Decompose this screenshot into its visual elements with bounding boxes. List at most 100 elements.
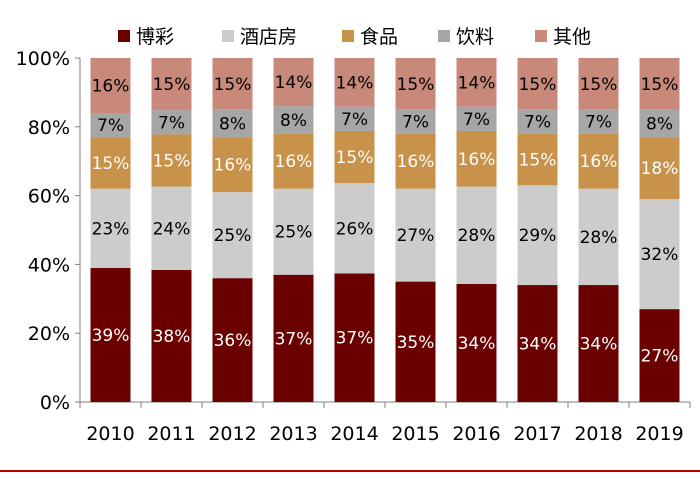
bar-segment <box>639 199 680 310</box>
data-label: 15% <box>214 75 252 95</box>
x-tick-label: 2019 <box>635 423 683 445</box>
data-label: 15% <box>153 152 191 172</box>
bar-segment <box>334 106 375 131</box>
bar-segment <box>456 106 497 131</box>
bar-segment <box>90 58 131 114</box>
data-label: 7% <box>158 113 185 133</box>
data-label: 34% <box>580 335 618 355</box>
bar-segment <box>334 273 375 402</box>
bar-segment <box>334 58 375 107</box>
legend-swatch <box>342 30 354 42</box>
data-label: 7% <box>585 113 612 133</box>
data-label: 15% <box>519 75 557 95</box>
data-label: 24% <box>153 219 191 239</box>
data-label: 34% <box>458 334 496 354</box>
data-label: 27% <box>397 226 435 246</box>
bar-segment <box>578 133 619 189</box>
data-label: 37% <box>336 329 374 349</box>
y-tick-label: 100% <box>16 48 70 70</box>
data-labels: 39% 23% 15% 7% 16% 38% 24% 15% 7% 15% 36% 25% 16% 8% 1… <box>92 73 679 366</box>
bar-segment <box>639 58 680 110</box>
bar-segment <box>395 58 436 110</box>
x-tick-label: 2015 <box>391 423 439 445</box>
data-label: 16% <box>275 152 313 172</box>
data-label: 29% <box>519 226 557 246</box>
bar-segment <box>334 183 375 274</box>
bar-segment <box>273 106 314 134</box>
y-tick-label: 0% <box>40 392 70 414</box>
data-label: 7% <box>463 110 490 130</box>
bar-segment <box>639 137 680 200</box>
data-label: 15% <box>153 75 191 95</box>
bar-segment <box>90 188 131 268</box>
bar-segment <box>212 58 253 110</box>
data-label: 16% <box>397 152 435 172</box>
bar-segment <box>212 137 253 193</box>
bar-segment <box>578 285 619 402</box>
data-label: 14% <box>336 73 374 93</box>
data-label: 25% <box>214 226 252 246</box>
data-label: 8% <box>280 111 307 131</box>
data-label: 34% <box>519 335 557 355</box>
y-tick-label: 20% <box>28 323 70 345</box>
bar-segment <box>578 109 619 134</box>
data-label: 8% <box>219 114 246 134</box>
legend-swatch <box>118 30 130 42</box>
y-tick-label: 40% <box>28 254 70 276</box>
legend-label: 博彩 <box>136 26 174 48</box>
x-tick-label: 2012 <box>208 423 256 445</box>
bar-segment <box>517 185 558 286</box>
x-tick-label: 2017 <box>513 423 561 445</box>
bar-segment <box>151 110 192 135</box>
axes: 0% 20% 40% 60% 80% 100% 2010 2011 2012 2013 2014 20… <box>16 48 691 445</box>
data-label: 16% <box>580 152 618 172</box>
bar-segment <box>395 109 436 134</box>
x-tick-label: 2014 <box>330 423 378 445</box>
data-label: 15% <box>641 75 679 95</box>
bar-segment <box>517 133 558 186</box>
legend-label: 饮料 <box>456 26 494 48</box>
bar-segment <box>90 137 131 189</box>
data-label: 15% <box>92 154 130 174</box>
bar-segment <box>456 186 497 284</box>
data-label: 15% <box>519 150 557 170</box>
bar-segment <box>517 109 558 134</box>
bar-segment <box>212 278 253 402</box>
bar-segment <box>395 188 436 282</box>
bars <box>90 58 680 402</box>
x-tick-label: 2016 <box>452 423 500 445</box>
data-label: 7% <box>341 110 368 130</box>
bar-segment <box>212 192 253 279</box>
bar-segment <box>456 283 497 402</box>
data-label: 26% <box>336 219 374 239</box>
data-label: 7% <box>97 116 124 136</box>
x-tick-label: 2010 <box>86 423 134 445</box>
data-label: 35% <box>397 333 435 353</box>
x-tick-label: 2018 <box>574 423 622 445</box>
legend-swatch <box>438 30 450 42</box>
bar-segment <box>456 58 497 107</box>
bar-segment <box>395 281 436 402</box>
data-label: 14% <box>458 73 496 93</box>
data-label: 39% <box>92 326 130 346</box>
bar-segment <box>395 133 436 189</box>
data-label: 15% <box>580 75 618 95</box>
bar-segment <box>517 285 558 402</box>
data-label: 7% <box>402 113 429 133</box>
data-label: 16% <box>92 77 130 97</box>
data-label: 28% <box>580 228 618 248</box>
data-label: 16% <box>458 150 496 170</box>
data-label: 14% <box>275 73 313 93</box>
data-label: 27% <box>641 347 679 367</box>
data-label: 16% <box>214 156 252 176</box>
x-tick-label: 2013 <box>269 423 317 445</box>
data-label: 28% <box>458 226 496 246</box>
bar-segment <box>578 58 619 110</box>
data-label: 15% <box>336 148 374 168</box>
bar-segment <box>151 186 192 270</box>
legend: 博彩 酒店房 食品 饮料 其他 <box>118 26 591 48</box>
bar-segment <box>578 188 619 286</box>
x-tick-label: 2011 <box>147 423 195 445</box>
